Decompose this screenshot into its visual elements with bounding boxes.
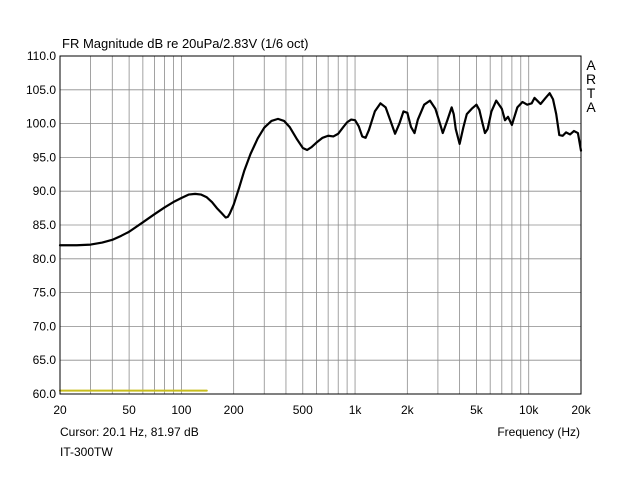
x-tick-label: 20k — [571, 403, 591, 417]
device-name: IT-300TW — [60, 445, 113, 459]
grid-lines — [60, 56, 581, 394]
x-axis-ticks: 20 50 100 200 500 1k 2k 5k 10k 20k — [53, 403, 591, 417]
brand-letter: R — [586, 71, 596, 87]
x-tick-label: 20 — [53, 403, 67, 417]
y-tick-label: 95.0 — [33, 150, 57, 164]
plot-frame — [59, 55, 582, 395]
x-tick-label: 1k — [349, 403, 363, 417]
x-tick-label: 50 — [122, 403, 136, 417]
brand-letter: A — [586, 99, 596, 115]
y-tick-label: 85.0 — [33, 218, 57, 232]
x-tick-label: 200 — [224, 403, 244, 417]
y-tick-label: 60.0 — [33, 387, 57, 401]
y-tick-label: 105.0 — [26, 83, 56, 97]
series-group — [58, 92, 583, 392]
y-tick-label: 110.0 — [27, 49, 56, 63]
y-axis-ticks: 110.0 105.0 100.0 95.0 90.0 85.0 80.0 75.0 70.0 6… — [26, 49, 56, 401]
x-tick-label: 10k — [519, 403, 539, 417]
x-tick-label: 2k — [401, 403, 415, 417]
brand-label: A R T A — [586, 57, 596, 115]
x-axis-label: Frequency (Hz) — [497, 425, 580, 439]
brand-letter: T — [587, 85, 596, 101]
y-tick-label: 70.0 — [33, 319, 57, 333]
x-tick-label: 500 — [293, 403, 313, 417]
x-tick-label: 100 — [171, 403, 191, 417]
y-tick-label: 75.0 — [33, 286, 57, 300]
y-tick-label: 80.0 — [33, 252, 57, 266]
y-tick-label: 90.0 — [33, 184, 57, 198]
chart-title: FR Magnitude dB re 20uPa/2.83V (1/6 oct) — [62, 36, 308, 51]
response-curve — [58, 92, 583, 247]
y-tick-label: 65.0 — [33, 353, 57, 367]
brand-letter: A — [586, 57, 596, 73]
y-tick-label: 100.0 — [26, 117, 56, 131]
x-tick-label: 5k — [470, 403, 484, 417]
cursor-readout: Cursor: 20.1 Hz, 81.97 dB — [60, 425, 199, 439]
